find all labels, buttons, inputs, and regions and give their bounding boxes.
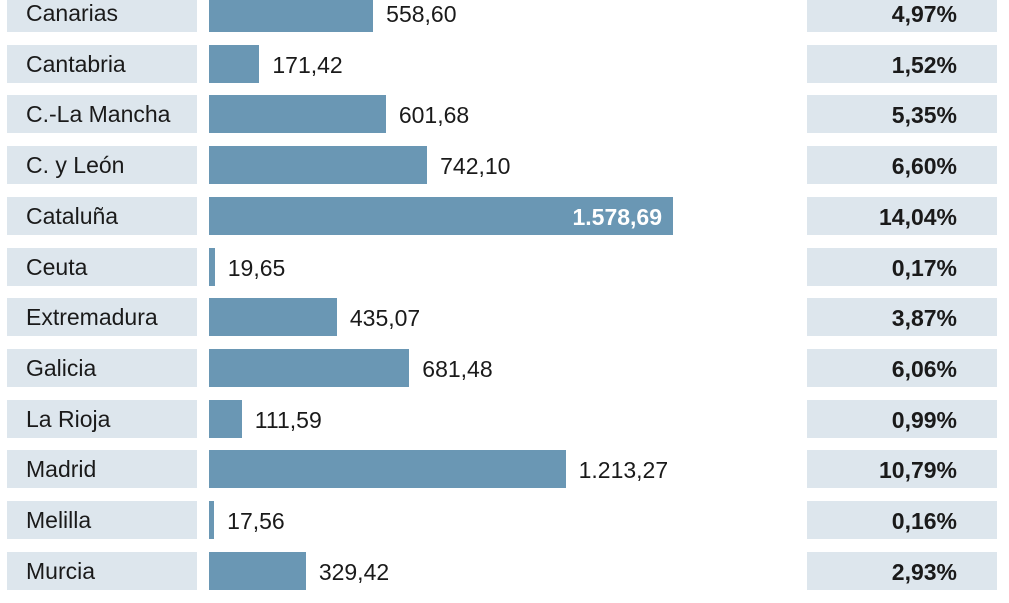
value-label: 111,59: [254, 406, 322, 433]
value-label: 435,07: [349, 305, 421, 332]
value-bar: [209, 196, 673, 235]
percentage-label: 14,04%: [807, 196, 997, 235]
value-label: 1.213,27: [578, 457, 669, 484]
chart-row: Galicia 681,48 6,06%: [0, 348, 1009, 400]
value-bar: [209, 298, 337, 337]
value-bar: [209, 551, 306, 590]
value-bar: [209, 0, 374, 32]
percentage-label: 2,93%: [807, 551, 997, 590]
percentage-label: 0,16%: [807, 501, 997, 539]
region-label: Extremadura: [7, 298, 197, 337]
chart-row: C.-La Mancha 601,68 5,35%: [0, 95, 1009, 146]
value-label: 742,10: [440, 153, 511, 180]
region-label: Cataluña: [7, 196, 197, 235]
value-bar: [209, 450, 566, 489]
bar-chart: Canarias 558,60 4,97% Cantabria 171,42 1,52% C…: [0, 0, 1009, 590]
region-label: Melilla: [7, 501, 197, 539]
chart-row: Canarias 558,60 4,97%: [0, 0, 1009, 45]
region-label: Ceuta: [7, 247, 197, 286]
region-label: Murcia: [7, 551, 197, 590]
chart-row: C. y León 742,10 6,60%: [0, 146, 1009, 197]
chart-row: Cantabria 171,42 1,52%: [0, 44, 1009, 96]
region-label: Cantabria: [7, 44, 197, 83]
value-label: 558,60: [386, 1, 457, 27]
chart-row: Ceuta 19,65 0,17%: [0, 247, 1009, 299]
value-label: 171,42: [272, 51, 343, 78]
value-bar: [209, 95, 386, 134]
chart-row: Murcia 329,42 2,93%: [0, 551, 1009, 603]
chart-row: Madrid 1.213,27 10,79%: [0, 450, 1009, 501]
value-label: 1.578,69: [572, 203, 662, 230]
value-label: 19,65: [227, 254, 286, 281]
value-label: 329,42: [318, 558, 390, 585]
percentage-label: 10,79%: [807, 450, 997, 489]
value-bar: [209, 399, 242, 438]
percentage-label: 1,52%: [807, 44, 997, 83]
percentage-label: 0,99%: [807, 399, 997, 438]
region-label: Galicia: [7, 348, 197, 387]
value-label: 17,56: [227, 508, 285, 534]
value-label: 601,68: [398, 102, 470, 129]
chart-row: La Rioja 111,59 0,99%: [0, 399, 1009, 451]
value-bar: [209, 348, 410, 387]
value-bar: [209, 44, 260, 83]
chart-row: Extremadura 435,07 3,87%: [0, 298, 1009, 349]
value-bar: [209, 501, 215, 539]
value-bar: [209, 146, 428, 185]
percentage-label: 6,06%: [807, 348, 997, 387]
region-label: Madrid: [7, 450, 197, 489]
percentage-label: 6,60%: [807, 146, 997, 185]
region-label: C. y León: [7, 146, 197, 185]
region-label: C.-La Mancha: [7, 95, 197, 134]
region-label: La Rioja: [7, 399, 197, 438]
chart-row: Melilla 17,56 0,16%: [0, 501, 1009, 552]
percentage-label: 0,17%: [807, 247, 997, 286]
region-label: Canarias: [7, 0, 197, 32]
percentage-label: 3,87%: [807, 298, 997, 337]
value-bar: [209, 247, 215, 286]
chart-row: Cataluña 1.578,69 14,04%: [0, 196, 1009, 248]
percentage-label: 5,35%: [807, 95, 997, 134]
value-label: 681,48: [422, 355, 493, 382]
percentage-label: 4,97%: [807, 0, 997, 32]
